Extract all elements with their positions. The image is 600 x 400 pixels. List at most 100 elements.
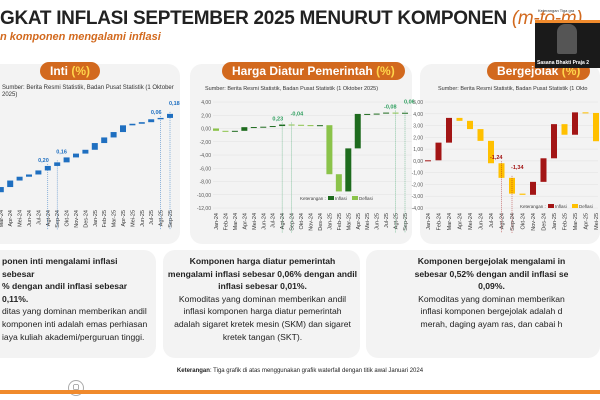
waterfall-bar-Des-24	[540, 158, 547, 182]
x-tick-label: Feb-25	[102, 210, 108, 227]
waterfall-bar-Jun-24	[26, 174, 32, 177]
waterfall-bar-Feb-24	[222, 130, 229, 132]
legend-label: Keterangan :	[300, 196, 326, 201]
x-tick-label: Mar-24	[0, 210, 5, 227]
x-tick-label: Jan-25	[93, 210, 99, 227]
x-tick-label: Des-24	[83, 210, 89, 228]
data-label-Agt-25: 0,06	[151, 110, 162, 116]
waterfall-bar-Feb-25	[335, 174, 342, 192]
legend-swatch-inflasi	[548, 204, 554, 208]
x-tick-label: Agt-25	[394, 213, 400, 229]
waterfall-bar-Jun-25	[138, 122, 145, 124]
x-tick-label: Jun-24	[261, 213, 267, 230]
data-label-Agt-24: 0,23	[272, 117, 283, 123]
waterfall-bar-Jul-24	[269, 126, 276, 128]
x-tick-label: Des-24	[542, 213, 548, 231]
waterfall-bar-Mar-25	[345, 148, 352, 192]
legend-swatch-deflasi	[352, 196, 358, 200]
legend-label: Keterangan :	[520, 204, 546, 209]
x-tick-label: Des-24	[318, 213, 324, 231]
x-tick-label: Jan-24	[214, 213, 220, 230]
y-tick-label: -4,00	[200, 153, 212, 159]
x-tick-label: Jun-24	[479, 213, 485, 230]
participant-avatar	[557, 24, 577, 54]
waterfall-bar-Des-24	[82, 149, 89, 154]
y-tick-label: 2,00	[413, 135, 423, 141]
y-tick-label: -1,00	[412, 171, 424, 177]
waterfall-bar-Feb-25	[561, 124, 568, 135]
waterfall-bar-Mei-24	[16, 176, 23, 181]
summary-harga-diatur: Komponen harga diatur pemerintah mengalam…	[167, 256, 358, 342]
y-tick-label: -8,00	[200, 180, 212, 186]
x-tick-label: Apr-25	[356, 213, 362, 230]
x-tick-label: Nov-24	[74, 210, 80, 228]
waterfall-bar-Feb-24	[435, 142, 442, 161]
waterfall-bar-Nov-24	[73, 153, 79, 158]
y-tick-label: -2,00	[412, 182, 424, 188]
x-tick-label: Jul-24	[489, 213, 495, 228]
x-tick-label: Feb-24	[223, 213, 229, 230]
waterfall-bar-Apr-24	[456, 117, 463, 121]
x-tick-label: Apr-24	[458, 213, 464, 230]
waterfall-bar-Apr-24	[241, 127, 248, 131]
waterfall-bar-Mei-25	[593, 112, 599, 142]
data-label-Agt-24: -1,24	[490, 155, 503, 161]
chart-panel-inti	[0, 64, 180, 244]
x-tick-label: Okt-24	[521, 213, 527, 230]
waterfall-bar-Sep-24	[54, 162, 61, 166]
y-tick-label: 0,00	[413, 159, 423, 165]
x-tick-label: Mei-24	[252, 213, 258, 230]
x-tick-label: Sep-24	[55, 210, 61, 228]
participant-name: Sasana Bhakti Praja 2	[537, 60, 589, 66]
waterfall-bar-Mar-25	[110, 132, 117, 138]
source-harga-diatur: Sumber: Berita Resmi Statistik, Badan Pu…	[205, 86, 379, 92]
panel-title-inti: Inti (%)	[40, 62, 101, 80]
waterfall-bar-Mei-24	[250, 127, 257, 129]
data-label-Sep-25: 0,18	[169, 101, 180, 107]
summary-inti: ponen inti mengalami inflasi sebesar% de…	[2, 256, 148, 342]
slide-subtitle: n komponen mengalami inflasi	[0, 31, 161, 43]
data-label-Sep-24: -1,34	[511, 165, 524, 171]
y-tick-label: -10,00	[197, 193, 211, 199]
waterfall-bar-Jan-25	[326, 125, 333, 175]
waterfall-bar-Mar-24	[446, 117, 452, 143]
x-tick-label: Jul-25	[384, 213, 390, 228]
data-label-Sep-24: -0,04	[291, 112, 304, 118]
y-tick-label: -3,00	[412, 194, 424, 200]
video-strip	[535, 20, 600, 23]
waterfall-bar-Jan-24	[213, 128, 219, 131]
x-tick-label: Okt-24	[299, 213, 305, 230]
x-tick-label: Jun-25	[140, 210, 146, 227]
x-tick-label: Nov-24	[531, 213, 537, 231]
legend-swatch-inflasi	[328, 196, 334, 200]
x-tick-label: Jun-24	[27, 210, 33, 227]
y-tick-label: -6,00	[200, 166, 212, 172]
summary-panel-inti	[0, 250, 156, 358]
legend-swatch-deflasi	[572, 204, 578, 208]
waterfall-bar-Jul-24	[488, 140, 494, 164]
participant-video-tile[interactable]: Sasana Bhakti Praja 2	[535, 20, 600, 68]
waterfall-bar-Apr-24	[7, 180, 14, 188]
waterfall-bar-Jan-25	[91, 143, 98, 150]
panel-title-harga-diatur: Harga Diatur Pemerintah (%)	[222, 62, 405, 80]
x-tick-label: Jul-25	[149, 210, 155, 225]
y-tick-label: 4,00	[413, 112, 423, 118]
waterfall-bar-Jan-24	[425, 160, 431, 162]
y-tick-label: 1,00	[413, 147, 423, 153]
x-tick-label: Mar-25	[112, 210, 118, 227]
waterfall-bar-Mei-25	[129, 123, 136, 126]
waterfall-bar-Jun-24	[477, 129, 484, 141]
legend-inflasi: Inflasi	[335, 196, 347, 201]
x-tick-label: Sep-25	[168, 210, 174, 228]
x-tick-label: Feb-24	[437, 213, 443, 230]
x-tick-label: Jul-24	[271, 213, 277, 228]
x-tick-label: Apr-25	[584, 213, 590, 230]
x-tick-label: Sep-24	[290, 213, 296, 231]
y-tick-label: -4,00	[412, 206, 424, 212]
waterfall-bar-Mei-24	[467, 120, 473, 130]
waterfall-bar-Nov-24	[530, 181, 536, 195]
y-tick-label: 0,00	[201, 127, 211, 133]
waterfall-bar-Feb-25	[101, 137, 108, 144]
legend-deflasi: Deflasi	[359, 196, 373, 201]
